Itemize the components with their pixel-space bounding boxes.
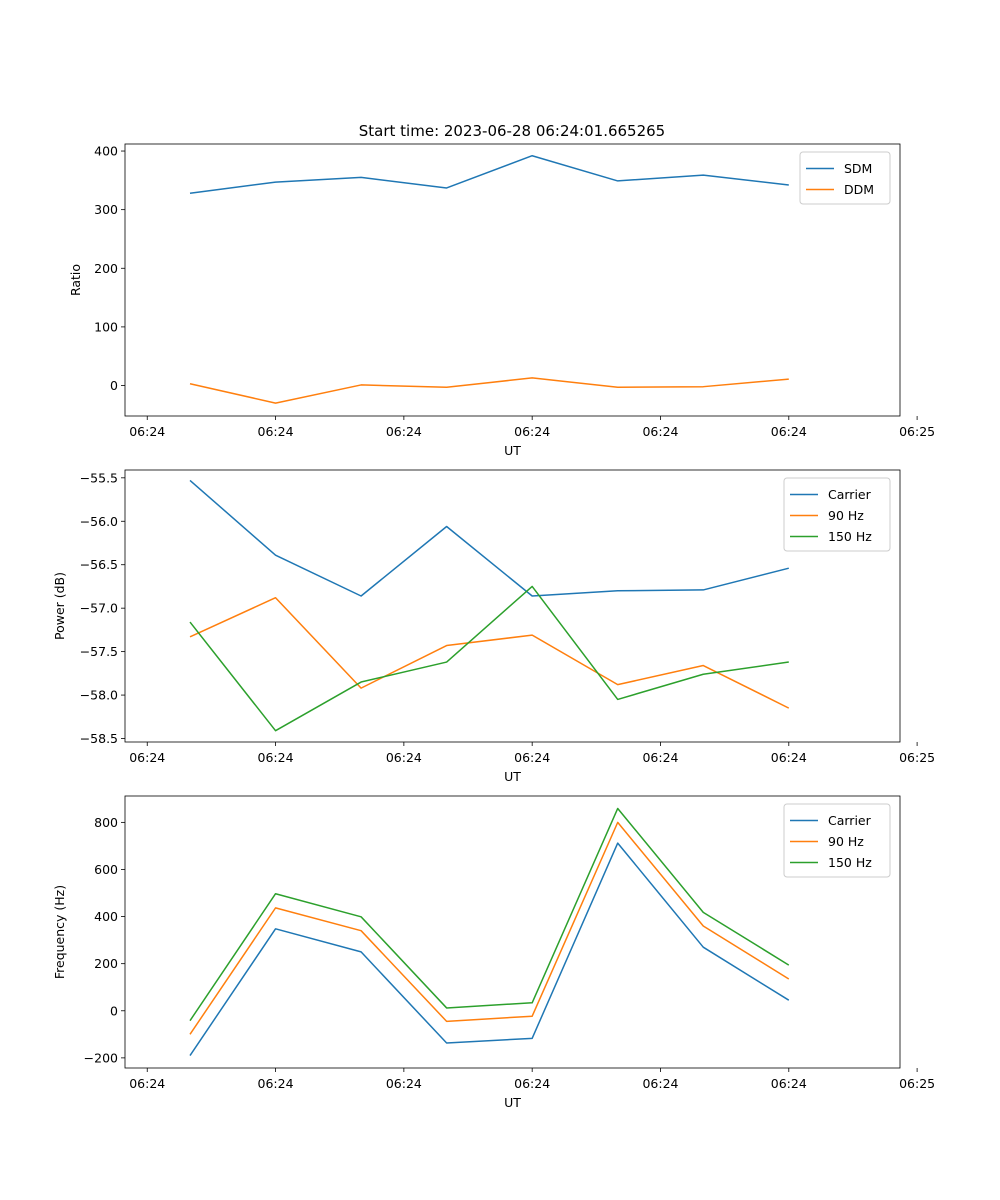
x-tick-label: 06:24 — [771, 424, 807, 439]
axes-frame — [124, 469, 901, 743]
legend-label-90-hz: 90 Hz — [828, 508, 864, 523]
series-line-sdm — [189, 154, 789, 194]
x-tick-label: 06:24 — [642, 1076, 678, 1091]
y-tick-label: −200 — [84, 1050, 118, 1065]
y-tick-label: 800 — [94, 815, 118, 830]
axes-frame — [124, 143, 901, 417]
legend: Carrier 90 Hz 150 Hz — [783, 477, 891, 552]
y-tick-label: 400 — [94, 144, 118, 159]
x-tick-label: 06:24 — [386, 750, 422, 765]
legend-label-sdm: SDM — [844, 161, 872, 176]
series-line-90-hz — [189, 596, 790, 709]
y-tick-label: 0 — [110, 378, 118, 393]
x-axis-label: UT — [504, 443, 521, 458]
legend-box — [799, 151, 891, 205]
figure-title: Start time: 2023-06-28 06:24:01.665265 — [359, 122, 665, 140]
x-tick-label: 06:24 — [129, 1076, 165, 1091]
y-tick-label: 300 — [94, 202, 118, 217]
y-tick-label: −56.0 — [80, 514, 118, 529]
y-tick-label: −56.5 — [80, 557, 118, 572]
series-line-carrier — [189, 479, 789, 597]
x-tick-label: 06:24 — [771, 1076, 807, 1091]
y-tick-label: 0 — [110, 1003, 118, 1018]
legend-label-90-hz: 90 Hz — [828, 834, 864, 849]
legend-label-150-hz: 150 Hz — [828, 855, 872, 870]
series-line-carrier — [189, 842, 790, 1056]
y-axis-label: Ratio — [68, 264, 83, 296]
chart-panel-2: −55.5 −56.0 −56.5 −57.0 −57.5 −58.0 −58.5 06:24… — [52, 469, 935, 784]
y-tick-label: 200 — [94, 956, 118, 971]
x-tick-label: 06:24 — [386, 1076, 422, 1091]
x-tick-label: 06:24 — [771, 750, 807, 765]
series-line-150-hz — [189, 807, 790, 1022]
y-tick-label: −58.5 — [80, 731, 118, 746]
y-tick-label: −58.0 — [80, 688, 118, 703]
y-axis-label: Frequency (Hz) — [52, 885, 67, 979]
x-tick-label: 06:24 — [642, 750, 678, 765]
legend-label-150-hz: 150 Hz — [828, 529, 872, 544]
x-tick-label: 06:25 — [899, 750, 935, 765]
y-tick-label: −57.0 — [80, 601, 118, 616]
y-tick-label: 100 — [94, 319, 118, 334]
x-tick-label: 06:24 — [129, 424, 165, 439]
series-line-90-hz — [189, 821, 790, 1035]
x-axis-label: UT — [504, 1095, 521, 1110]
y-axis-label: Power (dB) — [52, 572, 67, 640]
legend-box — [783, 803, 891, 878]
legend-label-carrier: Carrier — [828, 813, 872, 828]
legend-label-carrier: Carrier — [828, 487, 872, 502]
x-tick-label: 06:24 — [642, 424, 678, 439]
chart-panel-1: 0 100 200 300 400 06:24 06:24 06:24 06:24 06:24 06… — [68, 144, 935, 458]
chart-panel-3: −200 0 200 400 600 800 06:24 06:24 06:24 06:24 06:… — [52, 795, 935, 1110]
x-tick-label: 06:25 — [899, 424, 935, 439]
x-tick-label: 06:25 — [899, 1076, 935, 1091]
x-tick-label: 06:24 — [514, 750, 550, 765]
y-tick-label: −57.5 — [80, 644, 118, 659]
y-tick-label: 600 — [94, 862, 118, 877]
y-tick-label: 400 — [94, 909, 118, 924]
x-tick-label: 06:24 — [514, 424, 550, 439]
legend-label-ddm: DDM — [844, 182, 874, 197]
x-tick-label: 06:24 — [386, 424, 422, 439]
legend-box — [783, 477, 891, 552]
x-tick-label: 06:24 — [514, 1076, 550, 1091]
x-axis-label: UT — [504, 769, 521, 784]
y-tick-label: 200 — [94, 261, 118, 276]
series-line-ddm — [189, 377, 789, 404]
x-tick-label: 06:24 — [258, 424, 294, 439]
legend: SDM DDM — [799, 151, 891, 205]
x-tick-label: 06:24 — [258, 750, 294, 765]
series-line-150-hz — [189, 585, 789, 732]
axes-frame — [124, 795, 901, 1069]
y-tick-label: −55.5 — [80, 470, 118, 485]
legend: Carrier 90 Hz 150 Hz — [783, 803, 891, 878]
x-tick-label: 06:24 — [258, 1076, 294, 1091]
x-tick-label: 06:24 — [129, 750, 165, 765]
